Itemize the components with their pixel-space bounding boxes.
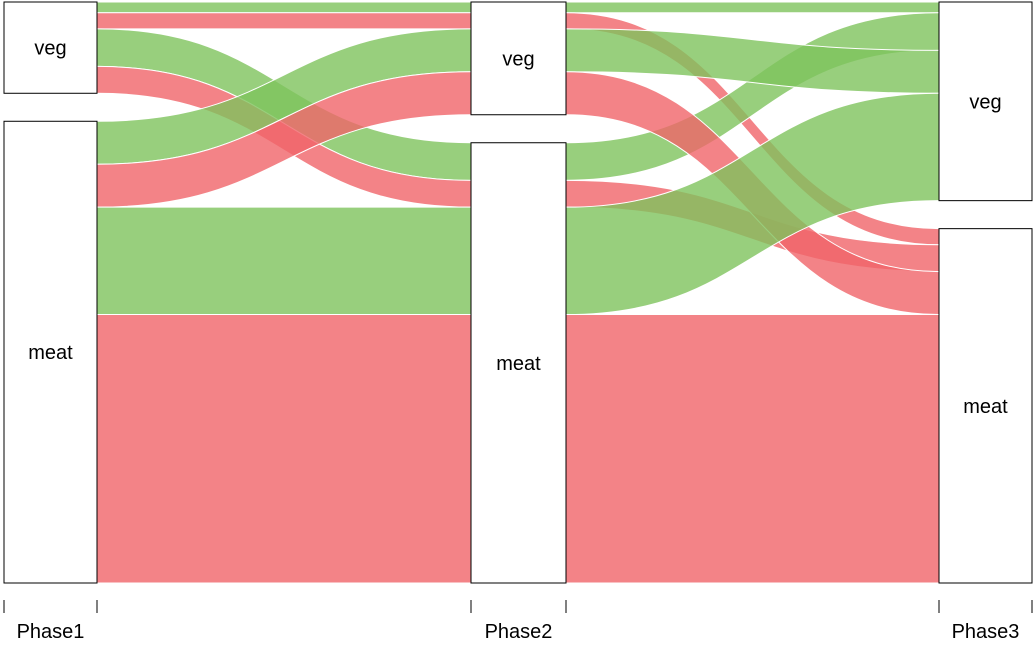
node-phase2-veg [470, 1, 567, 116]
axis-label-phase2: Phase2 [485, 621, 553, 643]
node-label-phase3-meat: meat [963, 396, 1008, 418]
axis-group: Phase1 Phase2 Phase3 [3, 600, 1033, 643]
node-label-phase1-veg: veg [34, 38, 66, 60]
axis-label-phase3: Phase3 [952, 621, 1020, 643]
node-phase2-meat [470, 142, 567, 584]
node-label-phase3-veg: veg [969, 91, 1001, 113]
node-label-phase1-meat: meat [28, 342, 73, 364]
node-label-phase2-veg: veg [502, 48, 534, 70]
node-label-phase2-meat: meat [496, 353, 541, 375]
node-phase1-meat [3, 120, 98, 584]
nodes-group: veg meat veg meat veg meat [3, 1, 1033, 584]
node-phase1-veg [3, 1, 98, 94]
node-phase3-meat [938, 228, 1033, 584]
axis-label-phase1: Phase1 [17, 621, 85, 643]
node-phase3-veg [938, 1, 1033, 202]
